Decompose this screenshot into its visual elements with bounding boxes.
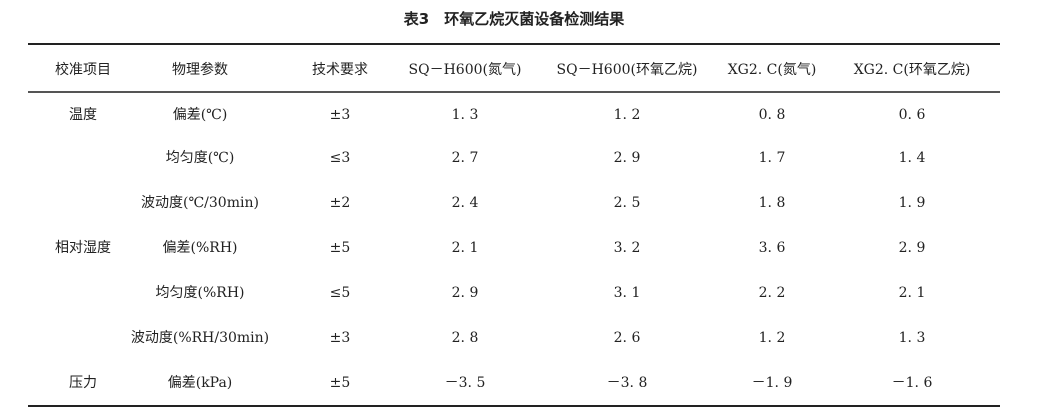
table-cell: 压力 <box>69 375 97 391</box>
table-cell: －1. 9 <box>751 375 793 391</box>
table-row: 相对湿度 偏差(%RH) ±5 2. 1 3. 2 3. 6 2. 9 <box>0 238 1060 258</box>
table-cell: ±3 <box>329 330 351 346</box>
table-cell: 均匀度(℃) <box>165 150 235 166</box>
table-cell: 1. 8 <box>758 195 786 211</box>
table-cell: 偏差(%RH) <box>162 240 238 256</box>
table-cell: －1. 6 <box>891 375 933 391</box>
table-cell: 0. 8 <box>758 107 786 123</box>
table-cell: 3. 2 <box>613 240 641 256</box>
table-cell: 2. 2 <box>758 285 786 301</box>
table-row: 均匀度(℃) ≤3 2. 7 2. 9 1. 7 1. 4 <box>0 148 1060 168</box>
table-row: 均匀度(%RH) ≤5 2. 9 3. 1 2. 2 2. 1 <box>0 283 1060 303</box>
table-cell: 波动度(℃/30min) <box>141 195 259 211</box>
table-cell: 2. 9 <box>898 240 926 256</box>
column-header: XG2. C(环氧乙烷) <box>853 62 971 78</box>
table-row: 波动度(℃/30min) ±2 2. 4 2. 5 1. 8 1. 9 <box>0 193 1060 213</box>
header-rule <box>28 91 1000 93</box>
table-cell: 2. 5 <box>613 195 641 211</box>
table-cell: 2. 8 <box>451 330 479 346</box>
table-cell: 1. 3 <box>898 330 926 346</box>
table-cell: －3. 8 <box>606 375 648 391</box>
table-cell: 1. 2 <box>613 107 641 123</box>
bottom-rule <box>28 405 1000 407</box>
table-cell: 2. 9 <box>613 150 641 166</box>
table-row: 温度 偏差(℃) ±3 1. 3 1. 2 0. 8 0. 6 <box>0 105 1060 125</box>
table-cell: －3. 5 <box>444 375 486 391</box>
table-cell: 3. 6 <box>758 240 786 256</box>
table-cell: 2. 6 <box>613 330 641 346</box>
column-header: SQ－H600(氮气) <box>408 62 522 78</box>
column-header: SQ－H600(环氧乙烷) <box>556 62 698 78</box>
table-cell: 偏差(℃) <box>172 107 228 123</box>
table-cell: 均匀度(%RH) <box>155 285 245 301</box>
column-header: 物理参数 <box>172 62 228 78</box>
table-cell: ±3 <box>329 107 351 123</box>
table-title: 表3 环氧乙烷灭菌设备检测结果 <box>403 10 625 28</box>
table-cell: 1. 7 <box>758 150 786 166</box>
column-header: XG2. C(氮气) <box>727 62 817 78</box>
column-header: 校准项目 <box>55 62 111 78</box>
table-cell: 0. 6 <box>898 107 926 123</box>
table-cell: 3. 1 <box>613 285 641 301</box>
table-cell: 2. 9 <box>451 285 479 301</box>
table-cell: ±5 <box>329 375 351 391</box>
table-cell: 1. 4 <box>898 150 926 166</box>
table-cell: 2. 7 <box>451 150 479 166</box>
table-cell: 波动度(%RH/30min) <box>130 330 270 346</box>
table-cell: 2. 1 <box>451 240 479 256</box>
top-rule <box>28 43 1000 45</box>
column-header: 技术要求 <box>312 62 368 78</box>
table-cell: ±5 <box>329 240 351 256</box>
table-cell: 1. 2 <box>758 330 786 346</box>
table-row: 压力 偏差(kPa) ±5 －3. 5 －3. 8 －1. 9 －1. 6 <box>0 373 1060 393</box>
table-cell: 2. 4 <box>451 195 479 211</box>
table-cell: ±2 <box>329 195 351 211</box>
table-cell: ≤5 <box>329 285 351 301</box>
table-cell: 偏差(kPa) <box>167 375 233 391</box>
table-cell: 2. 1 <box>898 285 926 301</box>
table-cell: ≤3 <box>329 150 351 166</box>
table-row: 波动度(%RH/30min) ±3 2. 8 2. 6 1. 2 1. 3 <box>0 328 1060 348</box>
header-row: 校准项目 物理参数 技术要求 SQ－H600(氮气) SQ－H600(环氧乙烷) XG2.… <box>0 60 1060 80</box>
table-cell: 1. 3 <box>451 107 479 123</box>
table-cell: 相对湿度 <box>55 240 111 256</box>
table-cell: 1. 9 <box>898 195 926 211</box>
table-cell: 温度 <box>69 107 97 123</box>
